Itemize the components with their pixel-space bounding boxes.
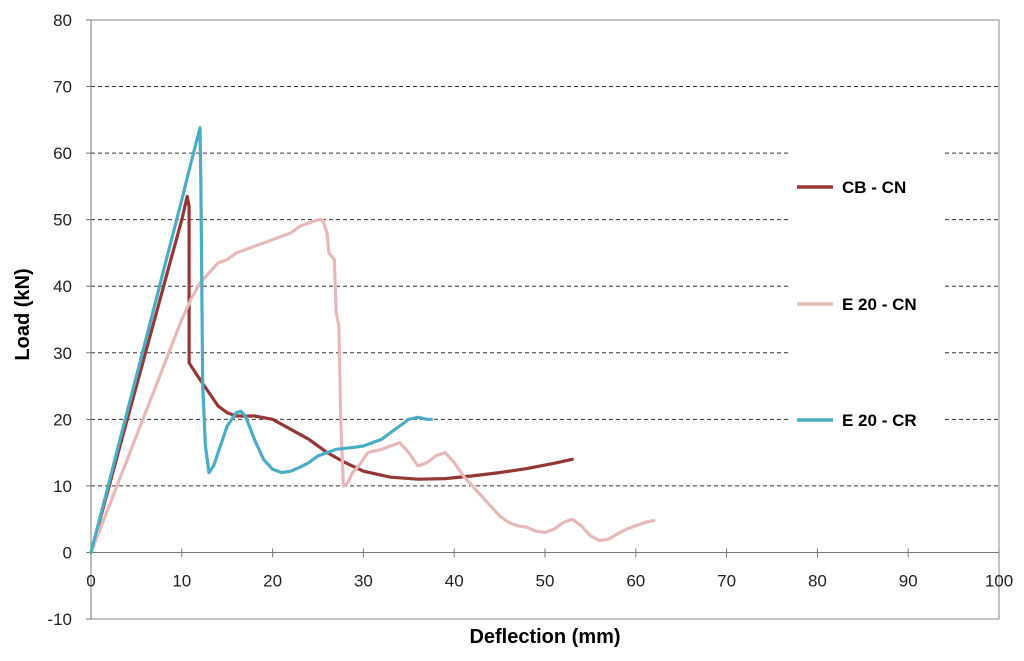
x-tick-label: 100 <box>985 571 1013 590</box>
y-tick-label: 20 <box>53 410 72 429</box>
x-axis-title: Deflection (mm) <box>469 626 620 648</box>
legend-label-2: E 20 - CN <box>842 295 917 314</box>
x-tick-label: 50 <box>536 571 555 590</box>
y-tick-label: 70 <box>53 78 72 97</box>
y-tick-label: 10 <box>53 477 72 496</box>
x-tick-label: 40 <box>445 571 464 590</box>
x-tick-label: 10 <box>172 571 191 590</box>
y-tick-label: 80 <box>53 11 72 30</box>
y-tick-label: 30 <box>53 344 72 363</box>
x-tick-label: 60 <box>626 571 645 590</box>
x-tick-label: 20 <box>263 571 282 590</box>
y-axis-title: Load (kN) <box>12 268 34 360</box>
y-tick-label: 40 <box>53 277 72 296</box>
series-lines <box>89 126 656 554</box>
legend-label-1: CB - CN <box>842 178 906 197</box>
x-axis-ticks: 0 10 20 30 40 50 60 70 80 90 100 <box>86 548 1013 590</box>
y-tick-label: -10 <box>47 610 72 629</box>
x-tick-label: 80 <box>808 571 827 590</box>
series-line-3 <box>89 126 434 554</box>
legend-label-3: E 20 - CR <box>842 411 917 430</box>
y-axis-ticks: -10 0 10 20 30 40 50 60 70 80 <box>47 11 91 629</box>
legend-box <box>790 152 942 442</box>
legend: CB - CN E 20 - CN E 20 - CR <box>797 178 917 430</box>
x-tick-label: 70 <box>717 571 736 590</box>
x-tick-label: 30 <box>354 571 373 590</box>
x-tick-label: 0 <box>86 571 95 590</box>
legend-background <box>790 152 942 442</box>
x-tick-label: 90 <box>899 571 918 590</box>
y-tick-label: 0 <box>63 543 72 562</box>
series-line-2 <box>89 218 656 554</box>
y-tick-label: 50 <box>53 211 72 230</box>
y-tick-label: 60 <box>53 144 72 163</box>
series-line-1 <box>89 194 574 554</box>
